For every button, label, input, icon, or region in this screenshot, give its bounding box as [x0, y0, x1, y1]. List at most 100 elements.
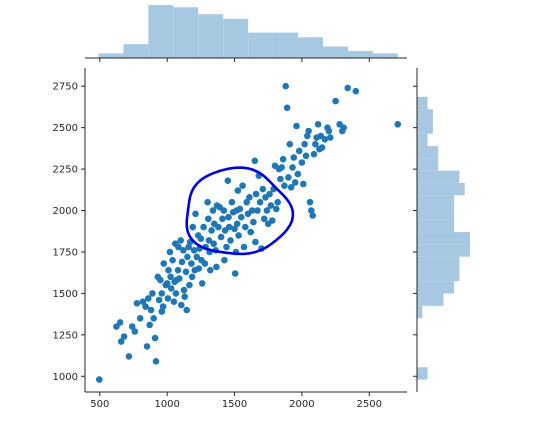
x-hist-bar — [298, 37, 323, 58]
scatter-point — [242, 223, 249, 231]
scatter-point — [344, 84, 352, 92]
y-hist-bar — [417, 182, 465, 196]
scatter-point — [225, 213, 232, 221]
scatter-point — [207, 266, 214, 274]
y-tick-label: 1250 — [53, 330, 78, 341]
scatter-point — [180, 247, 187, 254]
scatter-point — [145, 295, 152, 302]
y-hist-bar — [417, 244, 470, 257]
y-hist-bar — [417, 158, 439, 171]
scatter-point — [190, 247, 198, 254]
scatter-point — [200, 223, 207, 231]
scatter-point — [259, 185, 267, 193]
scatter-point — [178, 301, 185, 309]
scatter-point — [188, 273, 196, 281]
scatter-point — [221, 256, 228, 264]
scatter-point — [302, 152, 310, 160]
scatter-point — [183, 306, 190, 314]
scatter-point — [120, 333, 128, 340]
scatter-point — [252, 190, 260, 198]
scatter-point — [116, 319, 124, 326]
x-tick-label: 2500 — [357, 399, 382, 410]
scatter-point — [290, 154, 298, 161]
scatter-point — [164, 295, 172, 302]
scatter-point — [175, 243, 182, 251]
x-hist-bar — [248, 32, 274, 58]
scatter-point — [239, 182, 246, 189]
scatter-point — [224, 177, 232, 184]
scatter-point — [147, 306, 155, 314]
y-hist-bar — [417, 96, 428, 110]
scatter-point — [186, 281, 193, 289]
scatter-point — [172, 290, 180, 297]
scatter-point — [178, 258, 186, 266]
scatter-point — [225, 223, 233, 231]
scatter-point — [158, 290, 166, 297]
main-axes-spines — [84, 68, 407, 393]
scatter-point — [150, 315, 157, 322]
x-hist-bar — [98, 53, 124, 58]
scatter-point — [180, 286, 188, 294]
scatter-point — [157, 276, 164, 284]
scatter-point — [219, 215, 226, 223]
scatter-point — [340, 124, 348, 131]
scatter-point — [238, 213, 245, 221]
scatter-point — [197, 235, 205, 242]
scatter-point — [149, 290, 156, 297]
scatter-point — [326, 134, 334, 141]
scatter-point — [205, 237, 213, 244]
scatter-point — [274, 198, 282, 206]
scatter-point — [208, 227, 215, 234]
scatter-point — [195, 265, 203, 272]
scatter-point — [287, 184, 295, 191]
scatter-point — [231, 225, 238, 233]
scatter-point — [205, 215, 212, 223]
scatter-point — [192, 210, 199, 218]
scatter-point — [251, 157, 259, 165]
y-hist-bar — [417, 219, 455, 233]
scatter-point — [240, 243, 248, 251]
scatter-point — [352, 87, 360, 95]
scatter-point — [131, 328, 139, 335]
x-hist-bar — [273, 32, 299, 58]
scatter-point — [310, 150, 318, 158]
y-hist-bar — [417, 256, 460, 269]
scatter-point — [189, 223, 197, 231]
scatter-point — [223, 243, 230, 251]
scatter-point — [273, 205, 280, 213]
scatter-point — [158, 308, 166, 315]
scatter-point — [170, 298, 178, 306]
y-hist-bar — [417, 232, 470, 245]
scatter-point — [193, 253, 201, 261]
y-hist-bar — [417, 170, 460, 183]
scatter-point — [293, 122, 300, 130]
scatter-point — [285, 174, 292, 181]
scatter-point — [298, 159, 306, 166]
scatter-point — [231, 270, 239, 277]
scatter-point — [204, 198, 211, 206]
scatter-point — [254, 207, 261, 214]
scatter-point — [260, 215, 268, 223]
scatter-point — [318, 144, 326, 151]
x-hist-bar — [322, 46, 348, 58]
y-hist-bar — [417, 207, 455, 220]
scatter-point — [233, 220, 241, 228]
scatter-point — [227, 237, 234, 244]
scatter-point — [291, 179, 299, 186]
scatter-point — [166, 248, 174, 256]
x-hist-bar — [173, 7, 199, 58]
scatter-point — [394, 121, 402, 128]
scatter-point — [188, 260, 195, 267]
scatter-point — [181, 293, 188, 301]
scatter-point — [234, 187, 242, 194]
x-tick-label: 2000 — [289, 399, 314, 410]
y-hist-bar — [417, 133, 428, 147]
scatter-point — [250, 218, 257, 226]
scatter-point — [151, 334, 159, 342]
scatter-point — [228, 198, 236, 206]
scatter-point — [332, 97, 339, 105]
scatter-point — [209, 207, 217, 214]
scatter-point — [308, 207, 315, 214]
scatter-point — [169, 256, 176, 264]
scatter-point — [96, 376, 103, 383]
